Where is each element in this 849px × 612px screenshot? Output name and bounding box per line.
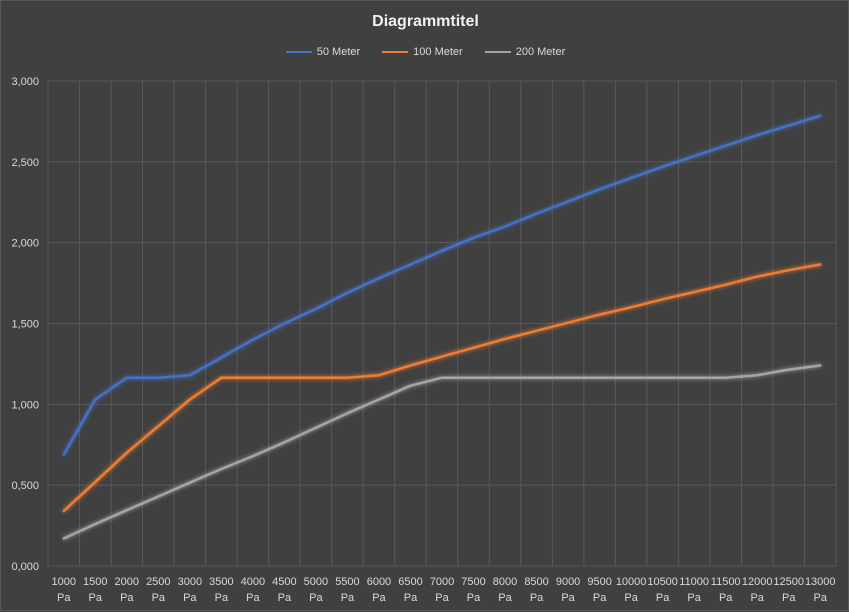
- x-tick-unit: Pa: [498, 592, 512, 604]
- legend-item: 100 Meter: [382, 46, 463, 58]
- x-tick-label: 8000: [493, 576, 517, 588]
- y-tick-label: 2,000: [11, 238, 39, 250]
- legend-label: 100 Meter: [413, 46, 463, 58]
- x-tick-unit: Pa: [57, 592, 71, 604]
- legend: 50 Meter 100 Meter 200 Meter: [1, 46, 849, 58]
- legend-swatch: [484, 51, 511, 53]
- x-tick-unit: Pa: [152, 592, 166, 604]
- chart-title: Diagrammtitel: [372, 13, 479, 30]
- y-tick-label: 3,000: [11, 76, 39, 88]
- x-tick-unit: Pa: [656, 592, 670, 604]
- x-tick-label: 3500: [209, 576, 233, 588]
- x-tick-label: 2500: [146, 576, 170, 588]
- x-tick-unit: Pa: [687, 592, 701, 604]
- x-tick-unit: Pa: [467, 592, 481, 604]
- x-tick-unit: Pa: [309, 592, 323, 604]
- x-tick-unit: Pa: [341, 592, 355, 604]
- x-tick-label: 13000: [805, 576, 836, 588]
- x-tick-unit: Pa: [782, 592, 796, 604]
- x-tick-label: 3000: [178, 576, 202, 588]
- x-tick-label: 1000: [52, 576, 76, 588]
- x-tick-label: 8500: [524, 576, 548, 588]
- y-tick-label: 0,500: [11, 480, 39, 492]
- x-tick-label: 7000: [430, 576, 454, 588]
- legend-label: 50 Meter: [316, 46, 361, 58]
- x-tick-unit: Pa: [719, 592, 733, 604]
- x-tick-unit: Pa: [404, 592, 418, 604]
- series-line-100-meter: [62, 263, 822, 513]
- x-tick-unit: Pa: [750, 592, 764, 604]
- x-tick-unit: Pa: [183, 592, 197, 604]
- x-tick-unit: Pa: [215, 592, 229, 604]
- legend-item: 50 Meter: [285, 46, 361, 58]
- legend-item: 200 Meter: [484, 46, 566, 58]
- x-tick-label: 5500: [335, 576, 359, 588]
- x-tick-unit: Pa: [530, 592, 544, 604]
- series-line-200-meter: [62, 364, 822, 540]
- legend-label: 200 Meter: [515, 46, 566, 58]
- x-tick-unit: Pa: [278, 592, 292, 604]
- legend-swatch: [382, 51, 409, 53]
- x-tick-label: 6000: [367, 576, 391, 588]
- x-tick-label: 12000: [742, 576, 773, 588]
- x-tick-label: 5000: [304, 576, 328, 588]
- x-tick-label: 4500: [272, 576, 296, 588]
- x-tick-label: 12500: [773, 576, 804, 588]
- x-tick-unit: Pa: [593, 592, 607, 604]
- y-tick-label: 2,500: [11, 157, 39, 169]
- x-tick-label: 11500: [711, 576, 741, 588]
- x-tick-label: 2000: [115, 576, 139, 588]
- x-tick-unit: Pa: [372, 592, 386, 604]
- x-tick-unit: Pa: [814, 592, 828, 604]
- x-tick-unit: Pa: [120, 592, 134, 604]
- x-tick-unit: Pa: [624, 592, 638, 604]
- y-tick-label: 1,000: [11, 399, 39, 411]
- x-tick-label: 1500: [83, 576, 107, 588]
- x-tick-label: 7500: [461, 576, 485, 588]
- x-tick-label: 9500: [587, 576, 611, 588]
- y-tick-label: 1,500: [11, 319, 39, 331]
- x-tick-label: 9000: [556, 576, 580, 588]
- x-tick-unit: Pa: [89, 592, 103, 604]
- series-line-50-meter: [62, 114, 822, 456]
- legend-swatch: [285, 51, 312, 53]
- x-tick-label: 6500: [398, 576, 422, 588]
- x-tick-label: 4000: [241, 576, 265, 588]
- y-tick-label: 0,000: [11, 561, 39, 573]
- x-tick-label: 10500: [647, 576, 678, 588]
- x-tick-label: 10000: [616, 576, 647, 588]
- x-tick-unit: Pa: [561, 592, 575, 604]
- x-tick-label: 11000: [679, 576, 709, 588]
- x-tick-unit: Pa: [246, 592, 260, 604]
- x-tick-unit: Pa: [435, 592, 449, 604]
